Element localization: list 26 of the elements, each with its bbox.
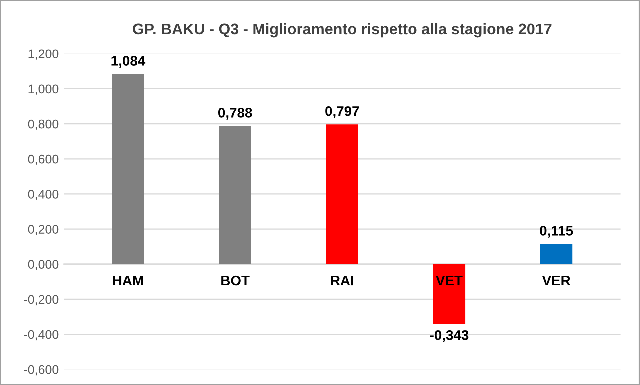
data-label: 0,115 — [540, 226, 574, 238]
y-tick-label: 1,000 — [28, 84, 59, 96]
data-label: 0,797 — [326, 106, 360, 118]
data-label: 1,084 — [112, 56, 146, 68]
x-tick-label: VET — [436, 276, 463, 286]
y-tick-label: 0,600 — [28, 154, 59, 166]
bar — [112, 74, 144, 264]
y-tick-label: 1,200 — [28, 50, 59, 60]
y-tick-label: -0,200 — [24, 295, 59, 306]
data-label: -0,343 — [430, 330, 469, 342]
chart-title: GP. BAKU - Q3 - Miglioramento rispetto alla stagione 2017 — [133, 23, 552, 38]
y-tick-label: 0,400 — [28, 190, 59, 200]
y-tick-label: -0,600 — [24, 365, 59, 376]
bar — [433, 264, 466, 325]
data-label: 0,788 — [218, 108, 252, 120]
bar — [219, 126, 252, 264]
bar — [540, 244, 573, 264]
x-tick-label: RAI — [331, 276, 354, 286]
x-tick-label: HAM — [113, 276, 144, 286]
y-tick-label: 0,800 — [28, 120, 59, 130]
x-tick-label: VER — [542, 276, 571, 286]
y-tick-label: 0,000 — [28, 260, 59, 270]
y-tick-label: -0,400 — [24, 330, 59, 341]
y-tick-label: 0,200 — [28, 225, 59, 236]
x-tick-label: BOT — [222, 276, 250, 286]
bar — [326, 124, 358, 264]
